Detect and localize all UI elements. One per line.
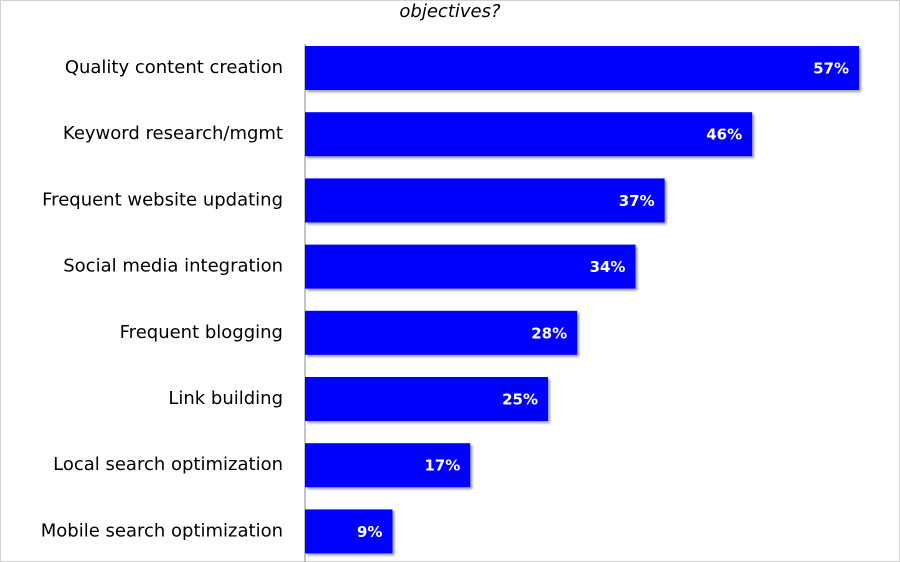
bar — [305, 310, 578, 355]
category-label: Quality content creation — [65, 57, 283, 78]
value-label: 17% — [424, 457, 460, 475]
bar — [305, 443, 471, 488]
value-label: 57% — [813, 60, 849, 78]
value-label: 28% — [531, 324, 567, 342]
value-label: 46% — [706, 126, 742, 144]
value-label: 34% — [590, 258, 626, 276]
bar — [305, 178, 665, 223]
category-label: Mobile search optimization — [41, 520, 283, 541]
bar — [305, 509, 393, 554]
value-label: 9% — [357, 523, 382, 541]
category-label: Keyword research/mgmt — [63, 123, 283, 144]
bar — [305, 244, 636, 289]
value-label: 37% — [619, 192, 655, 210]
chart-title: objectives? — [399, 1, 501, 22]
bar — [305, 112, 753, 157]
value-label: 25% — [502, 391, 538, 409]
category-label: Frequent blogging — [120, 322, 283, 343]
bar — [305, 377, 548, 421]
category-label: Link building — [168, 388, 283, 409]
category-label: Social media integration — [63, 256, 283, 277]
category-label: Frequent website updating — [42, 189, 283, 210]
bar — [305, 46, 860, 90]
category-label: Local search optimization — [53, 454, 283, 475]
